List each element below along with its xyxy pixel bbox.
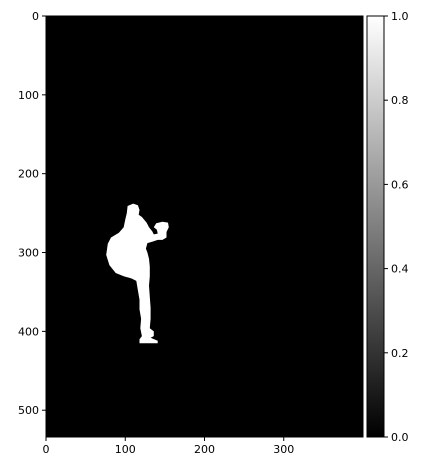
y-tick-label: 0 <box>32 10 39 23</box>
x-tick-label: 200 <box>194 443 215 456</box>
colorbar-tick-label: 1.0 <box>391 10 409 23</box>
x-tick-label: 0 <box>43 443 50 456</box>
colorbar-tick-label: 0.6 <box>391 178 409 191</box>
x-axis: 0 100 200 300 <box>43 437 294 456</box>
colorbar-tick-label: 0.8 <box>391 94 409 107</box>
y-axis: 0 100 200 300 400 500 <box>18 10 46 417</box>
colorbar-tick-label: 0.4 <box>391 263 409 276</box>
x-tick-label: 100 <box>115 443 136 456</box>
y-tick-label: 500 <box>18 404 39 417</box>
colorbar: 0.0 0.2 0.4 0.6 0.8 1.0 <box>366 10 409 444</box>
colorbar-tick-label: 0.0 <box>391 431 409 444</box>
x-tick-label: 300 <box>273 443 294 456</box>
y-tick-label: 300 <box>18 247 39 260</box>
colorbar-gradient <box>366 15 385 438</box>
heatmap-background <box>46 16 363 437</box>
mask-layer <box>106 203 169 344</box>
y-tick-label: 100 <box>18 89 39 102</box>
y-tick-label: 200 <box>18 168 39 181</box>
y-tick-label: 400 <box>18 325 39 338</box>
colorbar-ticks: 0.0 0.2 0.4 0.6 0.8 1.0 <box>384 10 409 444</box>
heatmap-plot: 0 100 200 300 0 100 200 300 400 500 <box>18 10 364 456</box>
colorbar-tick-label: 0.2 <box>391 347 409 360</box>
mask-silhouette <box>106 203 169 344</box>
